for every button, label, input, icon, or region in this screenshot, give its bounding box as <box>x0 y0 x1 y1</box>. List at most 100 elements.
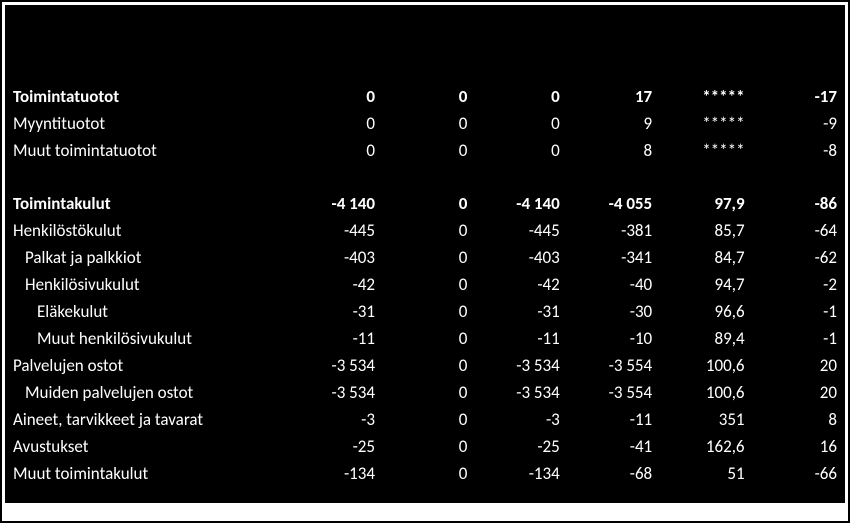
row-value: -42 <box>475 271 567 298</box>
row-value: 0 <box>383 271 475 298</box>
row-value: -4 140 <box>291 190 383 217</box>
row-value: -134 <box>475 460 567 487</box>
row-value: -17 <box>753 83 845 110</box>
row-value: -31 <box>291 298 383 325</box>
table-row: Palkat ja palkkiot-4030-403-34184,7-62 <box>5 244 845 271</box>
table-row: Muut henkilösivukulut-110-11-1089,4-1 <box>5 325 845 352</box>
row-value: 0 <box>475 83 567 110</box>
table-row: Henkilöstökulut-4450-445-38185,7-64 <box>5 217 845 244</box>
table-row: Muut toimintakulut-1340-134-6851-66 <box>5 460 845 487</box>
row-value: 0 <box>383 325 475 352</box>
row-value: -381 <box>568 217 660 244</box>
row-value: ***** <box>660 110 752 137</box>
table-row: Aineet, tarvikkeet ja tavarat-30-3-11351… <box>5 406 845 433</box>
row-value: -3 <box>475 406 567 433</box>
row-value: 89,4 <box>660 325 752 352</box>
row-value: -66 <box>753 460 845 487</box>
row-value: -3 554 <box>568 352 660 379</box>
row-label: Toimintakulut <box>5 190 291 217</box>
row-label: Palvelujen ostot <box>5 352 291 379</box>
row-value: -8 <box>753 137 845 164</box>
row-value: 0 <box>383 433 475 460</box>
row-value: 94,7 <box>660 271 752 298</box>
table-row <box>5 5 845 83</box>
row-value: 16 <box>753 433 845 460</box>
row-value: 96,6 <box>660 298 752 325</box>
table-row: Myyntituotot0009*****-9 <box>5 110 845 137</box>
table-row: Toimintatuotot00017*****-17 <box>5 83 845 110</box>
table-row: Muiden palvelujen ostot-3 5340-3 534-3 5… <box>5 379 845 406</box>
row-value: -403 <box>475 244 567 271</box>
table-row: Avustukset-250-25-41162,616 <box>5 433 845 460</box>
row-value: -1 <box>753 298 845 325</box>
row-label: Toimintatuotot <box>5 83 291 110</box>
row-value: 20 <box>753 352 845 379</box>
row-value: -1 <box>753 325 845 352</box>
row-value: 84,7 <box>660 244 752 271</box>
row-value: 0 <box>383 190 475 217</box>
row-value: -4 055 <box>568 190 660 217</box>
row-value: -25 <box>475 433 567 460</box>
row-label: Muiden palvelujen ostot <box>5 379 291 406</box>
row-value: 0 <box>475 110 567 137</box>
row-value: -134 <box>291 460 383 487</box>
row-value: -62 <box>753 244 845 271</box>
row-value: -3 534 <box>291 379 383 406</box>
row-value: 9 <box>568 110 660 137</box>
row-value: -3 534 <box>475 379 567 406</box>
row-value: 162,6 <box>660 433 752 460</box>
row-value: -25 <box>291 433 383 460</box>
table-panel: Toimintatuotot00017*****-17Myyntituotot0… <box>5 5 845 503</box>
row-value: 0 <box>383 352 475 379</box>
row-value: 0 <box>383 244 475 271</box>
row-value: -3 534 <box>475 352 567 379</box>
row-value: -11 <box>475 325 567 352</box>
row-value: -3 554 <box>568 379 660 406</box>
row-value: -10 <box>568 325 660 352</box>
row-label: Aineet, tarvikkeet ja tavarat <box>5 406 291 433</box>
row-value: 100,6 <box>660 379 752 406</box>
row-value: 0 <box>383 137 475 164</box>
row-label: Muut henkilösivukulut <box>5 325 291 352</box>
row-label: Muut toimintatuotot <box>5 137 291 164</box>
row-value: 100,6 <box>660 352 752 379</box>
row-value: -9 <box>753 110 845 137</box>
table-row: Eläkekulut-310-31-3096,6-1 <box>5 298 845 325</box>
row-value: 85,7 <box>660 217 752 244</box>
table-row: Palvelujen ostot-3 5340-3 534-3 554100,6… <box>5 352 845 379</box>
row-value: -11 <box>568 406 660 433</box>
row-value: -64 <box>753 217 845 244</box>
financial-table: Toimintatuotot00017*****-17Myyntituotot0… <box>5 5 845 487</box>
row-value: 20 <box>753 379 845 406</box>
row-label: Myyntituotot <box>5 110 291 137</box>
row-label: Henkilösivukulut <box>5 271 291 298</box>
row-value: -445 <box>291 217 383 244</box>
row-value: -42 <box>291 271 383 298</box>
row-label: Avustukset <box>5 433 291 460</box>
row-value: 8 <box>753 406 845 433</box>
row-value: 0 <box>291 137 383 164</box>
row-value: 0 <box>383 110 475 137</box>
row-value: 17 <box>568 83 660 110</box>
row-value: -3 <box>291 406 383 433</box>
row-label: Palkat ja palkkiot <box>5 244 291 271</box>
table-body: Toimintatuotot00017*****-17Myyntituotot0… <box>5 5 845 487</box>
table-row: Toimintakulut-4 1400-4 140-4 05597,9-86 <box>5 190 845 217</box>
row-value: -2 <box>753 271 845 298</box>
row-value: 51 <box>660 460 752 487</box>
row-value: 0 <box>291 83 383 110</box>
row-value: -31 <box>475 298 567 325</box>
row-value: -30 <box>568 298 660 325</box>
row-value: 97,9 <box>660 190 752 217</box>
row-value: -11 <box>291 325 383 352</box>
table-row: Henkilösivukulut-420-42-4094,7-2 <box>5 271 845 298</box>
row-value: 0 <box>383 298 475 325</box>
row-value: ***** <box>660 83 752 110</box>
row-label: Henkilöstökulut <box>5 217 291 244</box>
row-value: 0 <box>383 460 475 487</box>
row-value: -403 <box>291 244 383 271</box>
row-value: -3 534 <box>291 352 383 379</box>
gap-cell <box>5 164 845 190</box>
row-value: ***** <box>660 137 752 164</box>
row-label: Muut toimintakulut <box>5 460 291 487</box>
